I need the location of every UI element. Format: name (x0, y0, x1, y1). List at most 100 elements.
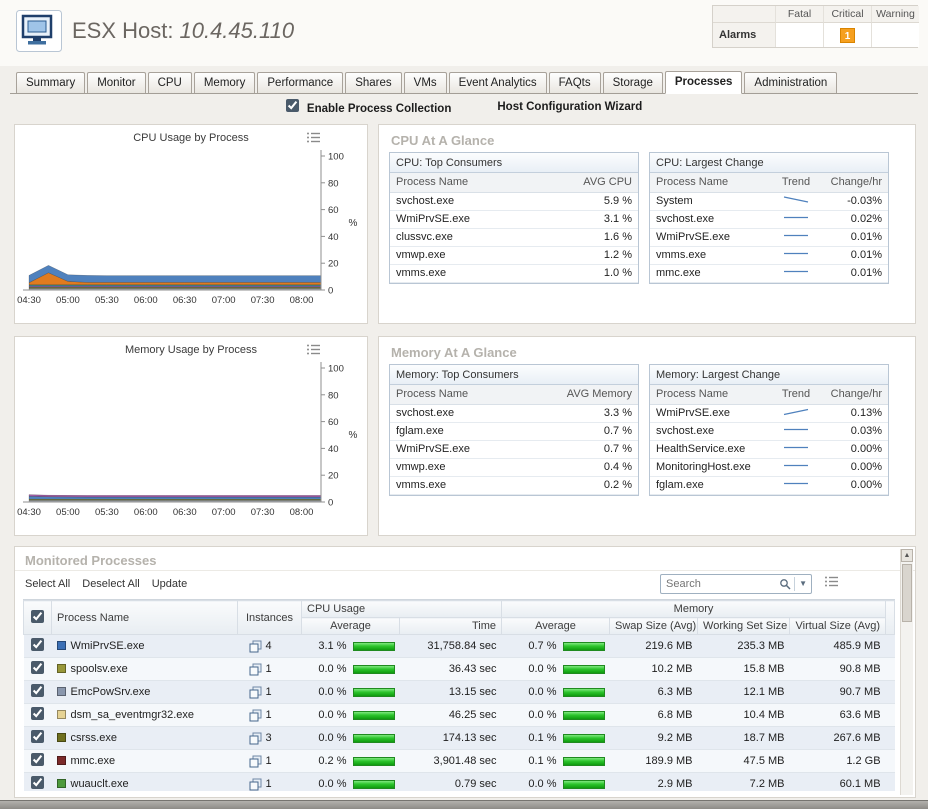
process-row[interactable]: EmcPowSrv.exe 1 0.0 % 13.15 sec 0.0 % 6.3 MB 1… (23, 680, 895, 704)
tab-administration[interactable]: Administration (744, 72, 838, 93)
col-process-name[interactable]: Process Name (51, 600, 238, 635)
scroll-up-arrow-icon[interactable]: ▲ (901, 549, 913, 562)
vertical-scrollbar[interactable]: ▲ (900, 549, 913, 795)
col-swap-size[interactable]: Swap Size (Avg) (609, 617, 699, 635)
process-row[interactable]: dsm_sa_eventmgr32.exe 1 0.0 % 46.25 sec 0.0 … (23, 703, 895, 727)
alarms-fatal-count[interactable] (775, 23, 823, 47)
change-per-hr: -0.03% (822, 192, 888, 211)
row-checkbox[interactable] (31, 707, 44, 720)
update-button[interactable]: Update (151, 577, 188, 590)
col-trend: Trend (770, 173, 822, 193)
row-checkbox[interactable] (31, 684, 44, 697)
host-configuration-wizard-link[interactable]: Host Configuration Wizard (497, 101, 643, 113)
avg-value: 5.9 % (564, 192, 638, 211)
col-time[interactable]: Time (398, 617, 503, 635)
memory-top-consumers-title: Memory: Top Consumers (390, 365, 638, 385)
table-row: WmiPrvSE.exe 3.1 % (390, 210, 638, 229)
search-options-chevron-icon[interactable]: ▼ (799, 579, 807, 588)
process-row[interactable]: csrss.exe 3 0.0 % 174.13 sec 0.1 % 9.2 MB 18.7… (23, 726, 895, 750)
select-all-button[interactable]: Select All (25, 577, 71, 590)
process-name: svchost.exe (390, 404, 554, 423)
process-name-cell: csrss.exe (51, 726, 238, 750)
cpu-chart-title: CPU Usage by Process (133, 132, 249, 144)
process-name-cell: wuauclt.exe (51, 772, 238, 791)
swap-size-cell: 9.2 MB (609, 726, 698, 750)
row-checkbox[interactable] (31, 730, 44, 743)
row-checkbox[interactable] (31, 776, 44, 789)
process-name: WmiPrvSE.exe (390, 440, 554, 459)
col-process-name: Process Name (650, 385, 770, 405)
memory-average-cell: 0.0 % (501, 657, 610, 681)
col-virtual-size[interactable]: Virtual Size (Avg) (789, 617, 887, 635)
process-name: vmwp.exe (390, 458, 554, 477)
process-row[interactable]: wuauclt.exe 1 0.0 % 0.79 sec 0.0 % 2.9 MB 7.2 … (23, 772, 895, 791)
col-working-set-size[interactable]: Working Set Size (697, 617, 791, 635)
enable-process-collection-checkbox[interactable] (285, 99, 299, 112)
svg-text:07:00: 07:00 (212, 507, 236, 518)
process-row[interactable]: spoolsv.exe 1 0.0 % 36.43 sec 0.0 % 10.2 MB 15… (23, 657, 895, 681)
tab-vms[interactable]: VMs (403, 72, 447, 93)
cpu-average-cell: 0.0 % (301, 703, 400, 727)
deselect-all-button[interactable]: Deselect All (82, 577, 140, 590)
table-row: vmms.exe 1.0 % (390, 264, 638, 283)
instances-icon (249, 732, 261, 744)
chart-menu-icon[interactable] (306, 131, 321, 149)
col-instances[interactable]: Instances (237, 600, 302, 635)
cpu-glance-title: CPU At A Glance (391, 133, 495, 148)
tab-faqts[interactable]: FAQts (548, 72, 601, 93)
chart-menu-icon[interactable] (306, 343, 321, 361)
filler-cell (885, 772, 895, 791)
instances-icon (249, 663, 261, 675)
table-row: svchost.exe 5.9 % (390, 192, 638, 211)
alarms-label[interactable]: Alarms (713, 23, 775, 47)
table-options-icon[interactable] (824, 575, 839, 593)
tab-storage[interactable]: Storage (602, 72, 663, 93)
table-row: MonitoringHost.exe 0.00% (650, 458, 888, 477)
tab-performance[interactable]: Performance (257, 72, 344, 93)
trend-sparkline (784, 428, 808, 431)
process-name: WmiPrvSE.exe (650, 404, 770, 423)
process-name: fglam.exe (650, 476, 770, 495)
row-checkbox[interactable] (31, 638, 44, 651)
search-input[interactable] (661, 577, 777, 590)
alarms-warning-count[interactable] (871, 23, 919, 47)
enable-process-collection-label[interactable]: Enable Process Collection (306, 103, 452, 115)
process-name: mmc.exe (650, 264, 770, 283)
tab-processes[interactable]: Processes (664, 71, 743, 94)
svg-text:100: 100 (328, 152, 344, 163)
svg-text:0: 0 (328, 286, 333, 297)
alarms-critical-count[interactable]: 1 (823, 23, 871, 47)
col-memory-average[interactable]: Average (501, 617, 611, 635)
table-row: WmiPrvSE.exe 0.13% (650, 404, 888, 423)
search-icon[interactable] (776, 578, 794, 590)
critical-alarm-badge[interactable]: 1 (840, 27, 855, 43)
tab-memory[interactable]: Memory (193, 72, 256, 93)
tab-monitor[interactable]: Monitor (87, 72, 146, 93)
process-row[interactable]: WmiPrvSE.exe 4 3.1 % 31,758.84 sec 0.7 % 219.… (23, 634, 895, 658)
process-row[interactable]: mmc.exe 1 0.2 % 3,901.48 sec 0.1 % 189.9 MB 47… (23, 749, 895, 773)
svg-text:05:00: 05:00 (56, 507, 80, 518)
svg-text:60: 60 (328, 417, 339, 428)
header: ESX Host: 10.4.45.110 Fatal Critical Warn… (0, 0, 928, 66)
memory-glance-title: Memory At A Glance (391, 345, 517, 360)
table-row: vmms.exe 0.2 % (390, 476, 638, 495)
col-cpu-average[interactable]: Average (301, 617, 400, 635)
tab-summary[interactable]: Summary (16, 72, 86, 93)
row-checkbox[interactable] (31, 661, 44, 674)
cpu-top-consumers-title: CPU: Top Consumers (390, 153, 638, 173)
process-name: WmiPrvSE.exe (390, 210, 564, 229)
tab-shares[interactable]: Shares (345, 72, 402, 93)
virtual-size-cell: 60.1 MB (789, 772, 886, 791)
cpu-chart-panel: CPU Usage by Process 0 20 40 60 80 100 04:30 05… (14, 124, 368, 324)
swap-size-cell: 6.3 MB (609, 680, 698, 704)
tab-cpu[interactable]: CPU (147, 72, 192, 93)
svg-text:07:30: 07:30 (251, 295, 275, 306)
tab-event-analytics[interactable]: Event Analytics (448, 72, 547, 93)
instances-icon (249, 686, 261, 698)
scrollbar-thumb[interactable] (902, 564, 912, 622)
row-checkbox[interactable] (31, 753, 44, 766)
alarms-corner (713, 6, 775, 23)
change-per-hr: 0.00% (822, 440, 888, 459)
select-all-checkbox[interactable] (31, 609, 44, 623)
cpu-average-cell: 0.0 % (301, 680, 400, 704)
